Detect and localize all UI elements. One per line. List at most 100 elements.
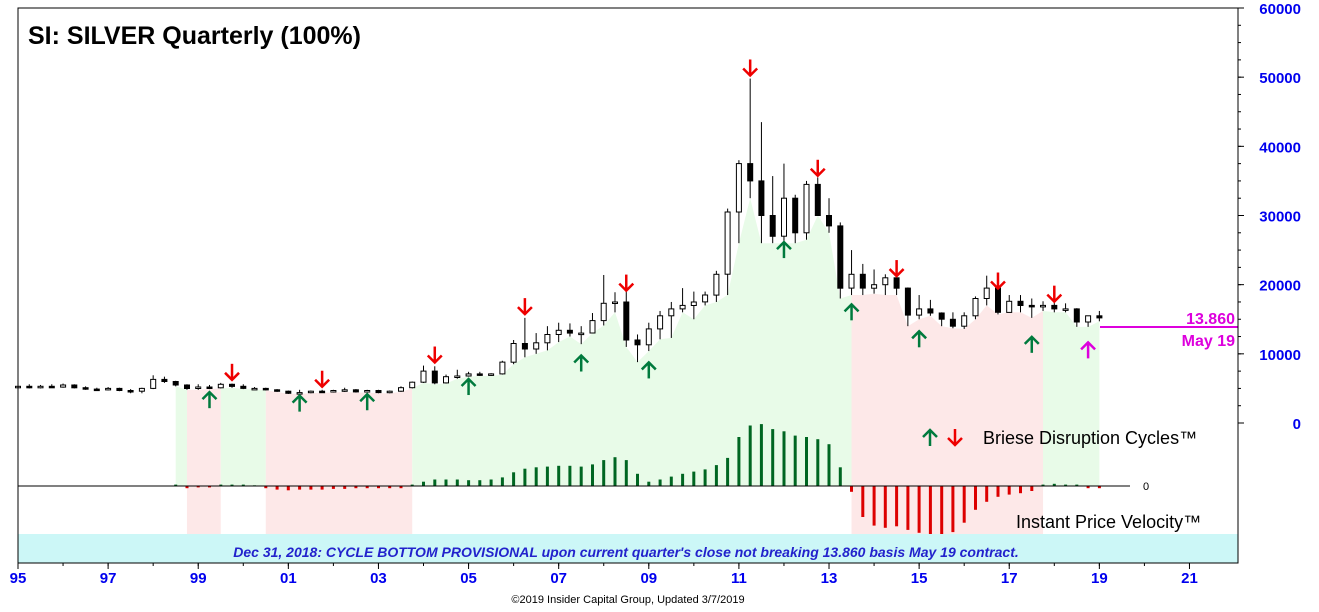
velocity-bar	[827, 444, 831, 486]
candle-body	[645, 328, 652, 346]
price-contract-label: May 19	[1182, 333, 1235, 350]
candle-body	[758, 180, 765, 216]
candle-body	[431, 370, 438, 384]
cycle-bottom-arrow-icon	[359, 392, 376, 411]
candle-body	[48, 385, 55, 389]
cycle-top-arrow-icon-head	[314, 378, 331, 389]
velocity-bar	[928, 486, 932, 535]
velocity-legend-label: Instant Price Velocity™	[1016, 512, 1201, 532]
cycle-top-arrow-icon-head	[990, 280, 1006, 291]
candle-body	[229, 383, 235, 387]
candle-body	[871, 284, 878, 289]
candle-body	[983, 287, 990, 300]
velocity-bar	[624, 460, 628, 486]
candle-body	[465, 373, 472, 377]
velocity-bar	[974, 486, 977, 510]
candle-body	[690, 301, 697, 306]
candle-body	[330, 390, 337, 393]
candle-body	[566, 329, 573, 334]
candle-body	[792, 197, 799, 234]
candle-body	[307, 390, 314, 394]
x-tick-label: 95	[10, 570, 27, 587]
velocity-bar	[861, 486, 865, 517]
y-tick-label: 50000	[1259, 70, 1301, 87]
velocity-bar	[636, 473, 639, 486]
velocity-bar	[343, 486, 347, 489]
zone-pink-velocity	[265, 486, 413, 534]
candle-body	[961, 315, 968, 327]
velocity-bar	[782, 431, 786, 486]
zone-pink	[186, 388, 221, 486]
velocity-bar	[850, 486, 853, 492]
velocity-bar	[455, 479, 459, 486]
candle-body	[1085, 315, 1092, 323]
candle-body	[521, 343, 528, 350]
velocity-bar	[444, 479, 448, 486]
x-tick-label: 01	[280, 570, 297, 587]
legend-up-arrow-icon-head	[922, 428, 938, 438]
banner-background	[18, 534, 1238, 563]
zone-green	[175, 386, 187, 486]
x-axis: 95 97 99 01 03 05 07 09 11 13 15 17 19 21	[10, 563, 1198, 587]
candle-body	[747, 163, 754, 182]
candle-body	[375, 390, 382, 394]
velocity-bar	[602, 460, 606, 486]
velocity-bar	[771, 429, 775, 486]
candle-body	[206, 386, 213, 389]
cycle-bottom-arrow-icon-head	[1080, 340, 1096, 351]
zone-pink	[265, 388, 413, 486]
cycle-bottom-arrow-icon	[460, 377, 477, 396]
velocity-bar	[838, 467, 842, 486]
candle-body	[1062, 308, 1069, 311]
velocity-bar	[1041, 484, 1045, 486]
candle-body	[240, 385, 247, 389]
candle-body	[1006, 300, 1013, 313]
candle-body	[1051, 304, 1058, 310]
candle-body	[37, 385, 44, 389]
cycle-bottom-arrow-icon-head	[911, 329, 928, 340]
cycle-bottom-arrow-icon	[1080, 340, 1096, 359]
candle-body	[949, 318, 956, 327]
velocity-bar	[377, 486, 380, 489]
cycle-arrows	[201, 59, 1096, 412]
zone-pink	[851, 293, 1044, 486]
zone-green	[220, 387, 266, 486]
cycle-top-arrow-icon	[809, 159, 826, 178]
candle-body	[657, 315, 664, 330]
velocity-bar	[467, 480, 471, 486]
cycle-bottom-arrow-icon-head	[776, 240, 792, 250]
candle-body	[600, 302, 607, 322]
velocity-bar	[388, 486, 392, 489]
candle-body	[781, 197, 787, 237]
x-tick-label: 11	[731, 570, 747, 587]
cycle-bottom-arrow-icon	[776, 240, 792, 259]
velocity-bar	[883, 486, 887, 528]
cycles-legend-label: Briese Disruption Cycles™	[983, 428, 1197, 448]
velocity-bar	[298, 486, 302, 490]
candle-body	[1096, 315, 1103, 319]
candle-body	[679, 304, 686, 310]
cycle-top-arrow-icon-head	[1046, 293, 1063, 304]
candle-body	[71, 384, 78, 389]
y-axis: 60000 50000 40000 30000 20000 10000 0	[1238, 1, 1301, 433]
x-tick-label: 99	[190, 570, 207, 587]
candle-body	[420, 370, 427, 383]
cycle-bottom-arrow-icon	[843, 302, 860, 321]
x-tick-label: 03	[370, 570, 387, 587]
velocity-bar	[985, 486, 989, 502]
candle-body	[319, 390, 326, 394]
x-tick-label: 15	[911, 570, 928, 587]
velocity-bar	[433, 479, 437, 486]
candle-body	[26, 385, 33, 389]
x-tick-label: 13	[821, 570, 838, 587]
velocity-bar	[951, 486, 955, 533]
velocity-bar	[692, 471, 696, 486]
y-tick-label: 60000	[1259, 1, 1301, 18]
velocity-bar	[579, 466, 583, 486]
candle-body	[668, 308, 675, 317]
x-tick-label: 09	[640, 570, 657, 587]
velocity-bar	[996, 486, 1000, 497]
velocity-bar	[174, 484, 178, 486]
y-tick-label: 30000	[1259, 209, 1301, 226]
cycle-bottom-arrow-icon-head	[359, 392, 376, 403]
